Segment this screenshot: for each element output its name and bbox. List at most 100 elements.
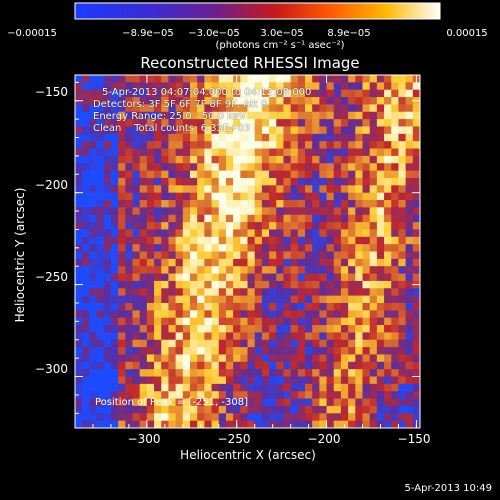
heatmap-cell bbox=[283, 302, 292, 311]
heatmap-cell bbox=[290, 126, 299, 135]
heatmap-cell bbox=[175, 75, 184, 83]
heatmap-cell bbox=[254, 376, 263, 385]
heatmap-cell bbox=[139, 405, 148, 414]
heatmap-cell bbox=[168, 251, 177, 260]
heatmap-cell bbox=[96, 398, 105, 407]
heatmap-cell bbox=[333, 376, 342, 385]
heatmap-cell bbox=[218, 155, 227, 164]
heatmap-cell bbox=[161, 141, 169, 150]
heatmap-cell bbox=[276, 89, 284, 98]
heatmap-cell bbox=[218, 244, 227, 252]
heatmap-cell bbox=[118, 361, 126, 370]
heatmap-cell bbox=[125, 207, 133, 216]
heatmap-cell bbox=[161, 244, 169, 252]
heatmap-cell bbox=[197, 266, 205, 275]
heatmap-cell bbox=[305, 97, 313, 105]
heatmap-cell bbox=[297, 251, 306, 260]
heatmap-cell bbox=[103, 376, 112, 385]
heatmap-cell bbox=[290, 280, 299, 289]
heatmap-cell bbox=[269, 302, 277, 311]
heatmap-cell bbox=[312, 420, 320, 429]
heatmap-cell bbox=[161, 347, 169, 355]
heatmap-cell bbox=[254, 310, 263, 319]
heatmap-cell bbox=[168, 325, 177, 333]
heatmap-cell bbox=[96, 214, 105, 223]
heatmap-cell bbox=[398, 177, 407, 186]
heatmap-cell bbox=[369, 200, 378, 208]
heatmap-cell bbox=[333, 325, 342, 333]
heatmap-cell bbox=[412, 177, 421, 186]
heatmap-cell bbox=[225, 119, 234, 127]
heatmap-cell bbox=[139, 376, 148, 385]
heatmap-cell bbox=[297, 317, 306, 326]
heatmap-cell bbox=[269, 207, 277, 216]
heatmap-cell bbox=[110, 192, 119, 201]
heatmap-cell bbox=[89, 229, 98, 238]
heatmap-cell bbox=[204, 97, 213, 105]
heatmap-cell bbox=[154, 133, 162, 142]
heatmap-cell bbox=[125, 192, 133, 201]
heatmap-cell bbox=[118, 229, 126, 238]
heatmap-cell bbox=[384, 332, 392, 341]
heatmap-cell bbox=[276, 192, 284, 201]
heatmap-cell bbox=[82, 347, 90, 355]
heatmap-cell bbox=[218, 413, 227, 422]
heatmap-cell bbox=[405, 280, 414, 289]
heatmap-cell bbox=[118, 170, 126, 179]
heatmap-cell bbox=[154, 177, 162, 186]
heatmap-cell bbox=[211, 266, 220, 275]
heatmap-cell bbox=[312, 200, 320, 208]
heatmap-cell bbox=[319, 325, 328, 333]
heatmap-cell bbox=[247, 369, 256, 378]
heatmap-cell bbox=[103, 133, 112, 142]
heatmap-cell bbox=[132, 266, 141, 275]
heatmap-cell bbox=[75, 339, 83, 348]
heatmap-cell bbox=[254, 266, 263, 275]
heatmap-cell bbox=[190, 222, 198, 230]
heatmap-cell bbox=[384, 192, 392, 201]
heatmap-cell bbox=[362, 354, 371, 363]
heatmap-cell bbox=[96, 258, 105, 267]
heatmap-cell bbox=[355, 170, 363, 179]
heatmap-cell bbox=[412, 376, 421, 385]
heatmap-cell bbox=[326, 332, 335, 341]
heatmap-cell bbox=[197, 325, 205, 333]
heatmap-cell bbox=[182, 89, 191, 98]
heatmap-cell bbox=[305, 192, 313, 201]
heatmap-cell bbox=[233, 111, 241, 120]
heatmap-cell bbox=[333, 207, 342, 216]
heatmap-cell bbox=[348, 258, 356, 267]
heatmap-cell bbox=[96, 317, 105, 326]
heatmap-cell bbox=[103, 244, 112, 252]
heatmap-cell bbox=[297, 229, 306, 238]
heatmap-cell bbox=[312, 258, 320, 267]
heatmap-cell bbox=[369, 310, 378, 319]
heatmap-cell bbox=[405, 170, 414, 179]
heatmap-cell bbox=[204, 75, 213, 83]
heatmap-cell bbox=[312, 280, 320, 289]
heatmap-cell bbox=[283, 405, 292, 414]
heatmap-cell bbox=[290, 398, 299, 407]
heatmap-cell bbox=[225, 111, 234, 120]
heatmap-cell bbox=[398, 82, 407, 91]
heatmap-cell bbox=[384, 155, 392, 164]
heatmap-cell bbox=[125, 273, 133, 282]
heatmap-cell bbox=[283, 413, 292, 422]
heatmap-cell bbox=[269, 104, 277, 113]
heatmap-cell bbox=[398, 266, 407, 275]
heatmap-cell bbox=[125, 251, 133, 260]
heatmap-cell bbox=[369, 420, 378, 429]
heatmap-cell bbox=[218, 207, 227, 216]
heatmap-cell bbox=[376, 266, 385, 275]
heatmap-cell bbox=[161, 89, 169, 98]
heatmap-cell bbox=[405, 420, 414, 429]
heatmap-cell bbox=[168, 170, 177, 179]
heatmap-cell bbox=[182, 170, 191, 179]
heatmap-cell bbox=[412, 302, 421, 311]
heatmap-cell bbox=[89, 398, 98, 407]
heatmap-cell bbox=[391, 266, 399, 275]
heatmap-cell bbox=[312, 207, 320, 216]
heatmap-cell bbox=[218, 141, 227, 150]
heatmap-cell bbox=[305, 258, 313, 267]
heatmap-cell bbox=[269, 222, 277, 230]
